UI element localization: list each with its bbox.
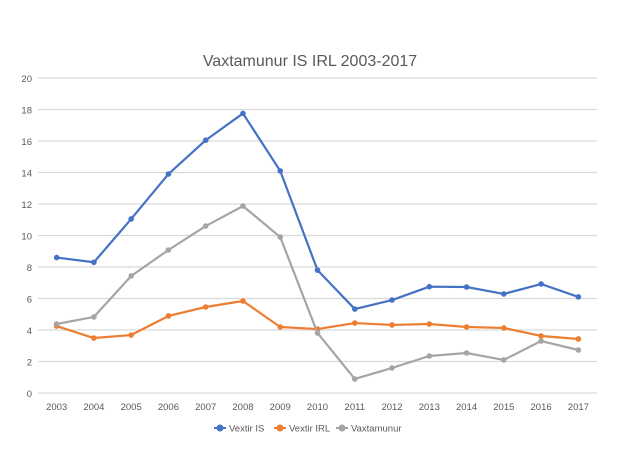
data-point [165,313,172,319]
data-point [202,223,209,229]
data-point [463,350,470,356]
data-point [389,322,395,328]
x-tick-label: 2010 [307,402,328,413]
data-point [389,365,395,371]
data-point [575,294,582,300]
data-point [91,259,97,266]
x-tick-label: 2016 [531,402,552,413]
data-point [314,267,321,273]
data-point [463,284,470,290]
y-tick-label: 20 [21,74,32,85]
x-tick-label: 2005 [121,402,142,413]
x-tick-label: 2014 [456,402,477,413]
x-tick-label: 2007 [195,402,216,413]
legend-label: Vextir IRL [289,424,330,435]
y-tick-label: 4 [27,326,32,337]
data-point [314,330,321,336]
x-tick-label: 2006 [158,402,179,413]
data-point [165,247,172,253]
x-tick-label: 2008 [232,402,253,413]
data-point [463,324,470,330]
chart-title: Vaxtamunur IS IRL 2003-2017 [203,53,417,70]
y-tick-label: 10 [21,232,32,243]
data-point [240,298,246,304]
x-tick-label: 2017 [568,402,589,413]
x-tick-label: 2004 [83,402,104,413]
data-point [501,357,507,363]
data-point [575,347,582,353]
y-tick-label: 18 [21,106,32,117]
data-point [91,314,97,320]
data-point [501,291,507,297]
data-point [426,353,433,359]
legend-label: Vextir IS [229,424,264,435]
data-point [53,321,60,327]
y-tick-label: 0 [27,389,32,400]
x-tick-label: 2011 [345,402,365,413]
y-tick-label: 12 [21,200,32,211]
y-tick-label: 16 [21,137,32,148]
data-point [351,376,358,382]
data-point [426,321,433,327]
data-point [240,203,246,209]
data-point [277,234,284,240]
data-point [351,320,358,326]
x-tick-label: 2012 [381,402,402,413]
x-tick-label: 2013 [419,402,440,413]
data-point [91,335,97,341]
series-line [56,112,579,311]
x-tick-label: 2003 [46,402,67,413]
data-point [277,324,284,330]
y-tick-label: 14 [21,169,32,180]
data-point [538,281,544,287]
data-point [202,304,209,310]
data-point [389,297,395,303]
data-point [277,168,284,174]
y-tick-label: 8 [27,263,32,274]
data-point [128,332,134,338]
data-point [538,333,544,339]
legend-label: Vaxtamunur [351,424,402,435]
data-point [165,171,172,177]
y-tick-label: 2 [27,358,32,369]
y-tick-label: 6 [27,295,32,306]
data-point [240,110,246,117]
data-point [128,216,134,222]
x-tick-label: 2015 [493,402,514,413]
x-tick-label: 2009 [270,402,291,413]
data-point [128,273,134,279]
data-point [351,306,358,312]
data-point [202,137,209,144]
data-point [538,338,544,344]
data-point [53,254,60,261]
data-point [426,283,433,290]
data-point [501,325,507,331]
data-point [575,336,582,342]
